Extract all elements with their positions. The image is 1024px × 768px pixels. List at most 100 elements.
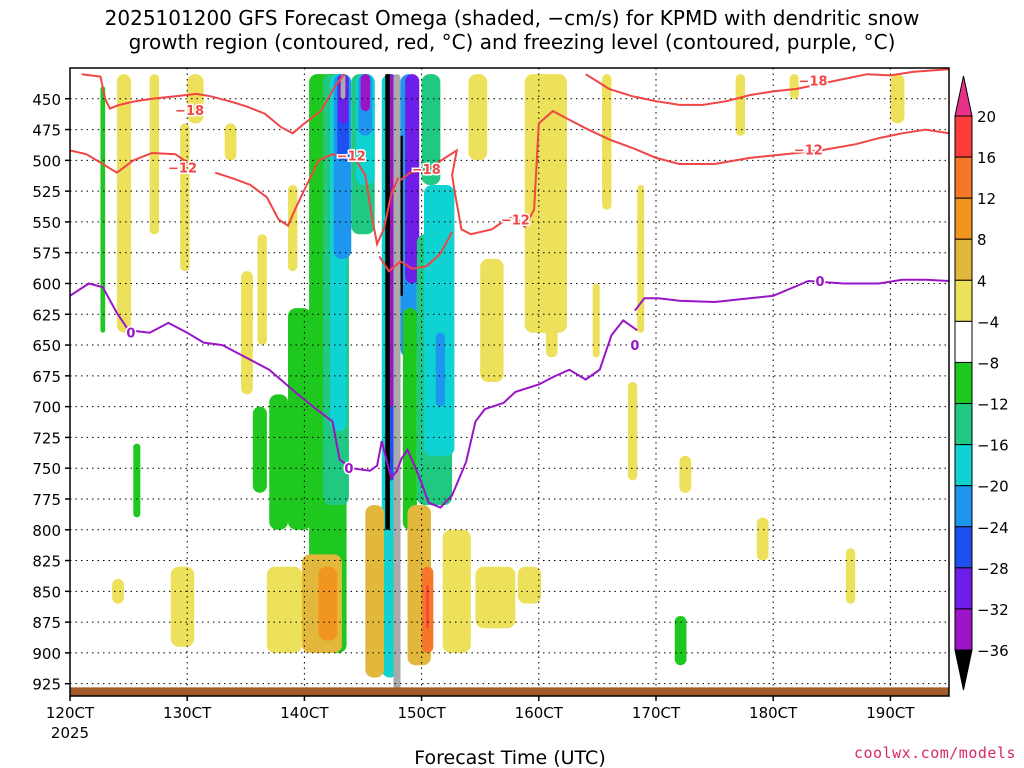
- ground-layer: [70, 687, 949, 696]
- contour-lines: −18 −12 −12 −18 −12 −12 −18 0 0 0 0: [70, 68, 949, 509]
- omega-shading: [100, 74, 905, 690]
- colorbar-swatch-7: [954, 403, 973, 446]
- title-line-2: growth region (contoured, red, °C) and f…: [128, 30, 896, 54]
- x-axis-label: Forecast Time (UTC): [414, 747, 605, 768]
- y-tick-label-14: 800: [32, 522, 61, 540]
- colorbar-label-12: −32: [977, 601, 1009, 619]
- colorbar: 20 16 12 8 4 −4 −8 −12 −16 −20 −24 −28 −32 −36: [954, 75, 1009, 691]
- title-line-1: 2025101200 GFS Forecast Omega (shaded, −…: [104, 6, 920, 30]
- y-tick-label-2: 500: [32, 152, 61, 170]
- omega-cell-58: [592, 283, 600, 358]
- contour-label-3: −18: [412, 163, 441, 178]
- contour-label-4: −12: [501, 213, 530, 228]
- contour-red-m12-mid: [214, 153, 400, 248]
- contour-red-m18-upper: [81, 73, 345, 135]
- x-tick-label-4: 160CT: [515, 704, 564, 722]
- omega-cell-32: [423, 184, 455, 456]
- y-tick-label-6: 600: [32, 275, 61, 293]
- colorbar-label-11: −28: [977, 560, 1009, 578]
- omega-cell-29: [402, 308, 417, 530]
- omega-cell-51: [756, 517, 769, 561]
- contour-label-7: 0: [126, 327, 135, 342]
- colorbar-label-10: −24: [977, 519, 1009, 537]
- colorbar-label-1: 16: [977, 149, 996, 167]
- contour-label-8: 0: [344, 462, 353, 477]
- omega-cell-30: [421, 74, 441, 185]
- y-tick-label-13: 775: [32, 491, 61, 509]
- y-tick-label-10: 700: [32, 399, 61, 417]
- omega-cell-62: [112, 579, 124, 604]
- contour-label-1: −12: [168, 162, 197, 177]
- x-tick-label-7: 190CT: [866, 704, 915, 722]
- colorbar-swatch-5: [954, 320, 973, 363]
- colorbar-label-6: −8: [977, 354, 999, 372]
- omega-cell-57: [602, 74, 612, 210]
- x-tick-label-6: 180CT: [749, 704, 798, 722]
- contour-label-6: −18: [799, 74, 828, 89]
- colorbar-label-4: 4: [977, 272, 987, 290]
- omega-cell-3: [187, 74, 204, 124]
- y-tick-label-4: 550: [32, 214, 61, 232]
- contour-label-10: 0: [816, 275, 825, 290]
- chart-title: 2025101200 GFS Forecast Omega (shaded, −…: [0, 6, 1024, 54]
- omega-cell-59: [545, 209, 558, 358]
- contour-label-2: −12: [337, 149, 366, 164]
- omega-cell-54: [845, 548, 856, 604]
- colorbar-label-0: 20: [977, 108, 996, 126]
- colorbar-swatch-8: [954, 444, 973, 487]
- y-tick-label-17: 875: [32, 614, 61, 632]
- contour-red-m12-right: [399, 109, 949, 236]
- contour-label-9: 0: [630, 339, 639, 354]
- x-axis: 120CT 130CT 140CT 150CT 160CT 170CT 180CT 190CT…: [46, 696, 915, 742]
- omega-cell-52: [679, 455, 692, 493]
- colorbar-swatch-3: [954, 238, 973, 281]
- omega-cell-60: [224, 123, 237, 161]
- omega-core-max-1: [385, 74, 390, 530]
- omega-cell-26: [393, 74, 401, 690]
- y-tick-label-7: 625: [32, 306, 61, 324]
- x-tick-label-5: 170CT: [632, 704, 681, 722]
- colorbar-label-7: −12: [977, 396, 1009, 414]
- y-tick-label-9: 675: [32, 368, 61, 386]
- credit-text: coolwx.com/models: [853, 744, 1016, 762]
- y-tick-label-12: 750: [32, 460, 61, 478]
- y-tick-label-15: 825: [32, 553, 61, 571]
- omega-cell-49: [637, 184, 645, 333]
- colorbar-label-9: −20: [977, 478, 1009, 496]
- contour-label-0: −18: [175, 104, 204, 119]
- colorbar-swatch-6: [954, 361, 973, 405]
- y-tick-label-11: 725: [32, 429, 61, 447]
- colorbar-swatch-10: [954, 526, 973, 569]
- omega-cell-48: [627, 382, 638, 481]
- omega-cell-36: [318, 566, 338, 641]
- omega-cell-1: [100, 86, 106, 333]
- colorbar-label-2: 12: [977, 190, 996, 208]
- omega-cell-7: [257, 234, 267, 346]
- contour-purple-0-right: [634, 278, 949, 312]
- x-tick-label-2: 140CT: [280, 704, 329, 722]
- omega-cell-5: [170, 566, 195, 647]
- omega-cell-50: [735, 74, 746, 136]
- colorbar-top-arrow: [954, 75, 973, 117]
- contour-purple-0-left: [70, 282, 638, 509]
- omega-cell-6: [241, 271, 253, 395]
- y-tick-label-16: 850: [32, 583, 61, 601]
- x-tick-label-0: 120CT: [46, 704, 95, 722]
- gridlines: [70, 68, 949, 696]
- colorbar-swatch-4: [954, 279, 973, 322]
- x-tick-label-1: 130CT: [163, 704, 212, 722]
- colorbar-swatch-0: [954, 115, 973, 158]
- omega-cell-42: [475, 566, 516, 629]
- colorbar-swatch-1: [954, 156, 973, 199]
- colorbar-bottom-arrow: [954, 649, 973, 691]
- omega-cell-34: [266, 566, 303, 653]
- y-tick-label-1: 475: [32, 122, 61, 140]
- omega-cell-37: [365, 505, 385, 678]
- contour-red-m18-right: [585, 68, 949, 106]
- y-tick-label-19: 925: [32, 676, 61, 694]
- omega-cell-55: [890, 74, 905, 124]
- omega-cell-10: [287, 308, 312, 530]
- omega-cell-33: [435, 332, 446, 407]
- colorbar-label-5: −4: [977, 313, 999, 331]
- ground-terrain: [70, 687, 949, 696]
